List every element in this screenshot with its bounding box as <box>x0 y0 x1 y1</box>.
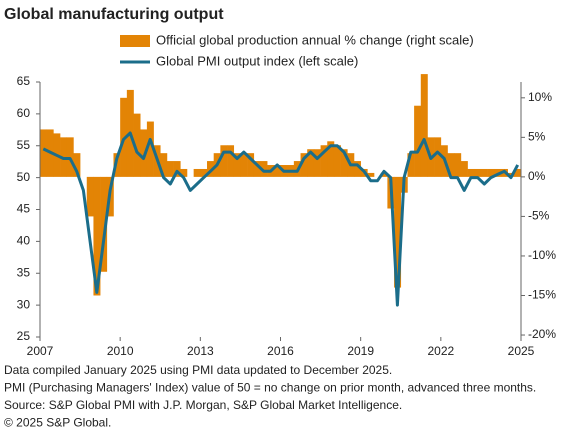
bar <box>320 145 328 177</box>
y-tick-label: 35 <box>17 265 31 279</box>
x-tick-label: 2025 <box>508 344 535 358</box>
bar <box>253 161 261 177</box>
y-tick-label: 65 <box>17 74 31 88</box>
bar <box>247 153 255 177</box>
bar <box>353 161 361 177</box>
legend-label: Official global production annual % chan… <box>156 32 474 47</box>
x-tick-label: 2010 <box>107 344 134 358</box>
x-tick-label: 2016 <box>267 344 294 358</box>
chart-title: Global manufacturing output <box>4 6 224 23</box>
bar <box>260 161 268 177</box>
y2-tick-label: -20% <box>528 327 556 341</box>
bar <box>227 145 235 177</box>
y2-tick-label: -5% <box>528 209 550 223</box>
y-tick-label: 25 <box>17 329 31 343</box>
y2-tick-label: 5% <box>528 130 546 144</box>
bar <box>173 161 181 177</box>
bar <box>93 176 101 296</box>
bar <box>454 153 462 177</box>
y-tick-label: 45 <box>17 202 31 216</box>
bar <box>414 105 422 177</box>
bar <box>327 141 335 177</box>
bar <box>133 113 141 177</box>
y-tick-label: 60 <box>17 106 31 120</box>
footnote: Data compiled January 2025 using PMI dat… <box>4 363 392 377</box>
bar <box>180 168 188 177</box>
bar <box>407 153 415 177</box>
x-tick-label: 2022 <box>427 344 454 358</box>
y2-tick-label: 10% <box>528 90 552 104</box>
x-tick-label: 2007 <box>27 344 54 358</box>
bar <box>300 153 308 177</box>
bar <box>193 168 201 177</box>
legend-swatch <box>120 35 150 47</box>
legend-label: Global PMI output index (left scale) <box>156 53 358 68</box>
bar <box>514 168 522 177</box>
footnote: © 2025 S&P Global. <box>4 416 111 430</box>
bar <box>146 121 154 177</box>
bar <box>487 168 495 177</box>
bar <box>447 153 455 177</box>
y2-tick-label: -10% <box>528 248 556 262</box>
bar <box>40 129 47 177</box>
bar <box>73 153 81 177</box>
bar <box>307 149 315 177</box>
bar <box>434 137 442 177</box>
bar <box>394 176 402 288</box>
y-tick-label: 50 <box>17 170 31 184</box>
bar <box>86 176 94 217</box>
x-tick-label: 2013 <box>187 344 214 358</box>
bar <box>340 149 348 177</box>
line <box>42 131 520 307</box>
bar <box>113 153 121 177</box>
bar <box>160 153 168 177</box>
bar <box>233 153 241 177</box>
x-tick-label: 2019 <box>347 344 374 358</box>
bar <box>474 168 482 177</box>
bar <box>333 145 341 177</box>
bar <box>240 153 248 177</box>
bar <box>480 168 488 177</box>
y-tick-label: 40 <box>17 234 31 248</box>
bar <box>207 161 214 177</box>
bar <box>200 168 208 177</box>
bar <box>140 129 148 177</box>
bar <box>460 161 468 177</box>
footnote: PMI (Purchasing Managers' Index) value o… <box>4 381 536 395</box>
bar <box>313 149 321 177</box>
bar <box>467 168 475 177</box>
bar <box>220 145 228 177</box>
bar <box>380 172 388 177</box>
y2-tick-label: 0% <box>528 169 546 183</box>
y-tick-label: 55 <box>17 138 31 152</box>
bar <box>273 165 281 177</box>
bar <box>367 172 375 177</box>
bar <box>420 74 428 177</box>
y-tick-label: 30 <box>17 297 31 311</box>
y2-tick-label: -15% <box>528 288 556 302</box>
bar <box>166 161 174 177</box>
bar <box>100 176 108 272</box>
footnote: Source: S&P Global PMI with J.P. Morgan,… <box>4 398 402 412</box>
